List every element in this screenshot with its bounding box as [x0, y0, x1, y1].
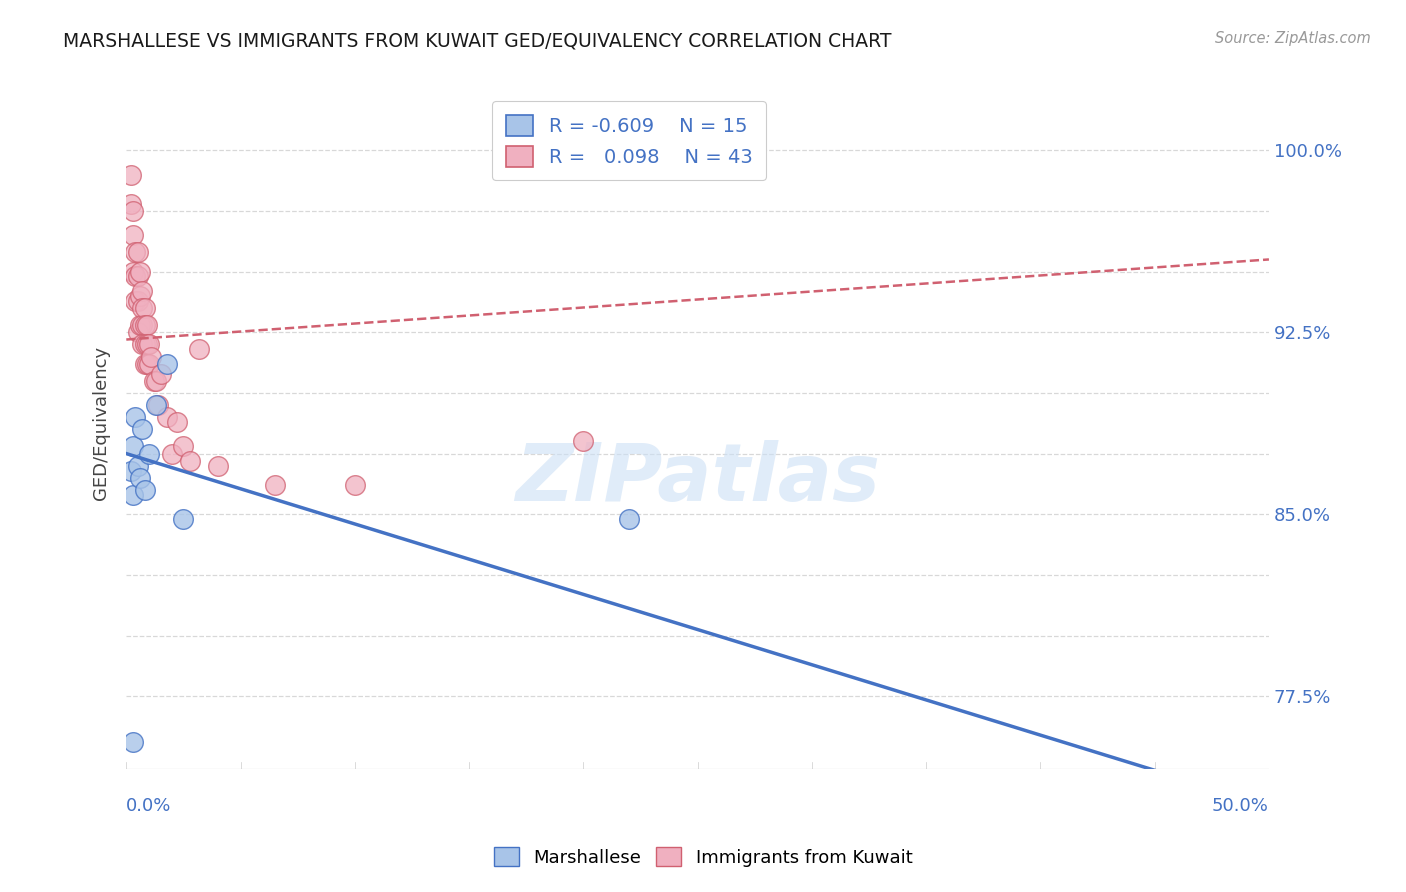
Point: [129, 264, 152, 278]
Point: [141, 350, 163, 364]
Point: [343, 478, 366, 492]
Point: [145, 398, 167, 412]
Y-axis label: GED/Equivalency: GED/Equivalency: [93, 346, 110, 500]
Point: [135, 337, 157, 351]
Point: [131, 301, 153, 315]
Point: [131, 337, 153, 351]
Point: [134, 318, 156, 332]
Point: [145, 374, 167, 388]
Point: [1098, 830, 1121, 844]
Point: [172, 512, 194, 526]
Point: [131, 422, 153, 436]
Point: [127, 245, 149, 260]
Point: [124, 293, 146, 308]
Point: [122, 735, 145, 749]
Point: [617, 512, 640, 526]
Point: [188, 343, 211, 357]
Point: [122, 488, 145, 502]
Point: [135, 318, 157, 332]
Point: [134, 337, 156, 351]
Point: [122, 228, 145, 243]
Point: [134, 483, 156, 497]
Point: [138, 337, 160, 351]
Point: [572, 434, 595, 449]
Text: 50.0%: 50.0%: [1212, 797, 1270, 814]
Legend: R = -0.609    N = 15, R =   0.098    N = 43: R = -0.609 N = 15, R = 0.098 N = 43: [492, 101, 766, 180]
Point: [149, 367, 172, 381]
Point: [166, 415, 188, 429]
Text: Source: ZipAtlas.com: Source: ZipAtlas.com: [1215, 31, 1371, 46]
Text: ZIPatlas: ZIPatlas: [515, 440, 880, 517]
Point: [120, 168, 142, 182]
Point: [124, 245, 146, 260]
Point: [124, 410, 146, 425]
Point: [122, 203, 145, 218]
Point: [142, 374, 165, 388]
Point: [127, 458, 149, 473]
Point: [120, 464, 142, 478]
Point: [127, 269, 149, 284]
Text: 0.0%: 0.0%: [127, 797, 172, 814]
Point: [129, 289, 152, 303]
Point: [160, 447, 183, 461]
Point: [148, 398, 170, 412]
Point: [134, 357, 156, 371]
Point: [207, 458, 229, 473]
Point: [120, 196, 142, 211]
Point: [122, 264, 145, 278]
Legend: Marshallese, Immigrants from Kuwait: Marshallese, Immigrants from Kuwait: [486, 840, 920, 874]
Point: [156, 357, 179, 371]
Point: [135, 357, 157, 371]
Point: [138, 447, 160, 461]
Point: [131, 284, 153, 298]
Point: [156, 410, 179, 425]
Point: [127, 293, 149, 308]
Point: [172, 439, 194, 453]
Point: [127, 325, 149, 339]
Point: [138, 357, 160, 371]
Point: [122, 439, 145, 453]
Point: [124, 269, 146, 284]
Point: [131, 318, 153, 332]
Point: [129, 471, 152, 485]
Text: MARSHALLESE VS IMMIGRANTS FROM KUWAIT GED/EQUIVALENCY CORRELATION CHART: MARSHALLESE VS IMMIGRANTS FROM KUWAIT GE…: [63, 31, 891, 50]
Point: [179, 454, 201, 468]
Point: [134, 301, 156, 315]
Point: [263, 478, 285, 492]
Point: [129, 318, 152, 332]
